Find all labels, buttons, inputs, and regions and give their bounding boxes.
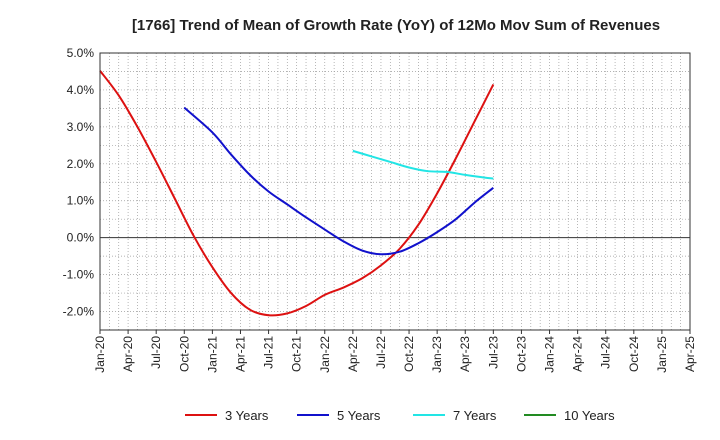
x-tick-label: Jan-24 xyxy=(543,336,557,373)
x-tick-label: Apr-21 xyxy=(233,336,247,372)
x-axis: Jan-20 Apr-20 Jul-20 Oct-20 Jan-21 Apr-21 Jul-… xyxy=(93,330,697,373)
x-tick-label: Apr-23 xyxy=(458,336,472,372)
series-line-7-years xyxy=(352,149,494,180)
x-tick-label: Oct-24 xyxy=(627,336,641,372)
y-tick-label: -1.0% xyxy=(63,268,95,282)
series-line-5-years xyxy=(183,106,494,256)
x-tick-label: Jul-24 xyxy=(599,336,613,369)
y-tick-label: 2.0% xyxy=(67,157,95,171)
x-tick-label: Apr-22 xyxy=(346,336,360,372)
x-tick-label: Apr-24 xyxy=(571,336,585,372)
y-tick-label: -2.0% xyxy=(63,305,95,319)
x-tick-label: Oct-20 xyxy=(177,336,191,372)
y-tick-label: 1.0% xyxy=(67,194,95,208)
y-tick-label: 4.0% xyxy=(67,83,95,97)
y-tick-label: 5.0% xyxy=(67,46,95,60)
x-tick-label: Jul-20 xyxy=(149,336,163,369)
x-tick-label: Apr-20 xyxy=(121,336,135,372)
x-tick-label: Jan-21 xyxy=(205,336,219,373)
x-tick-label: Jan-20 xyxy=(93,336,107,373)
plot-frame xyxy=(99,52,691,331)
x-tick-label: Oct-22 xyxy=(402,336,416,372)
x-tick-label: Jan-22 xyxy=(318,336,332,373)
x-tick-label: Jul-21 xyxy=(262,336,276,369)
series-line-3-years xyxy=(99,70,495,317)
x-tick-label: Jan-25 xyxy=(655,336,669,373)
x-tick-label: Oct-23 xyxy=(514,336,528,372)
grid xyxy=(100,53,690,330)
series-lines xyxy=(99,70,495,317)
legend-label-5-years: 5 Years xyxy=(337,408,381,423)
x-tick-label: Oct-21 xyxy=(290,336,304,372)
y-tick-label: 0.0% xyxy=(67,231,95,245)
x-tick-label: Jul-22 xyxy=(374,336,388,369)
x-tick-label: Jul-23 xyxy=(486,336,500,369)
chart-title: [1766] Trend of Mean of Growth Rate (YoY… xyxy=(132,17,660,34)
x-tick-label: Apr-25 xyxy=(683,336,697,372)
y-tick-label: 3.0% xyxy=(67,120,95,134)
legend: 3 Years 5 Years 7 Years 10 Years xyxy=(185,408,615,423)
legend-label-10-years: 10 Years xyxy=(564,408,615,423)
legend-label-3-years: 3 Years xyxy=(225,408,269,423)
y-axis: 5.0% 4.0% 3.0% 2.0% 1.0% 0.0% -1.0% -2.0% xyxy=(63,46,95,319)
x-tick-label: Jan-23 xyxy=(430,336,444,373)
legend-label-7-years: 7 Years xyxy=(453,408,497,423)
